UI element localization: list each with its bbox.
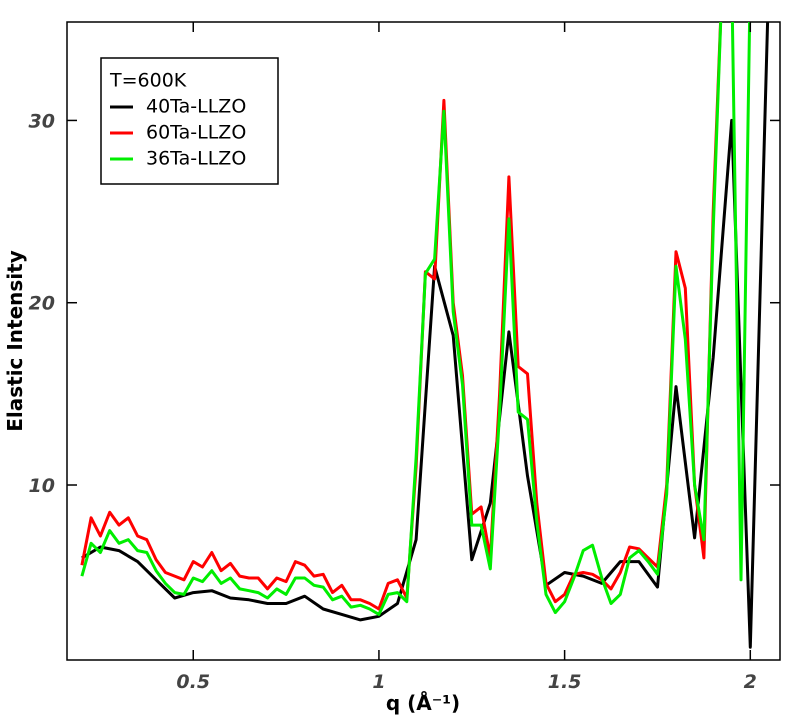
x-tick-label: 2 bbox=[744, 671, 757, 693]
series-line bbox=[81, 22, 770, 649]
x-tick-label: 1.5 bbox=[548, 671, 582, 693]
legend: T=600K 40Ta-LLZO 60Ta-LLZO 36Ta-LLZO bbox=[100, 57, 279, 185]
plot-frame bbox=[66, 21, 781, 661]
legend-label: 40Ta-LLZO bbox=[146, 96, 246, 118]
series-line bbox=[80, 22, 752, 616]
y-axis-label: Elastic Intensity bbox=[3, 250, 27, 432]
y-tick-label: 10 bbox=[29, 475, 55, 497]
x-tick-label: 1 bbox=[372, 671, 385, 693]
legend-label: 36Ta-LLZO bbox=[146, 148, 246, 170]
legend-title: T=600K bbox=[109, 70, 187, 92]
y-tick-label: 30 bbox=[29, 110, 55, 132]
x-tick-label: 0.5 bbox=[176, 671, 210, 693]
x-axis-label: q (Å⁻¹) bbox=[386, 691, 460, 715]
y-tick-label: 20 bbox=[29, 293, 55, 315]
plot-lines bbox=[80, 22, 770, 649]
legend-label: 60Ta-LLZO bbox=[146, 122, 246, 144]
legend-box bbox=[100, 57, 279, 185]
